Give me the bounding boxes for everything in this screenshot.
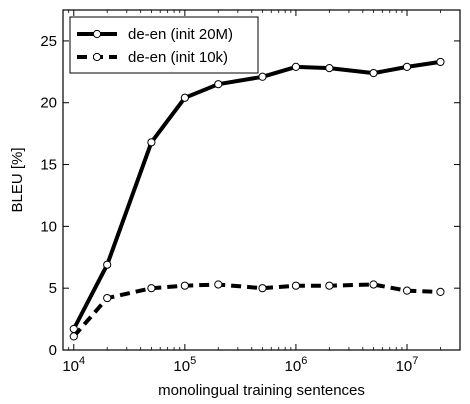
x-axis-title: monolingual training sentences xyxy=(158,382,365,399)
legend-box xyxy=(69,16,259,74)
y-axis-title: BLEU [%] xyxy=(9,147,26,212)
legend-label: de-en (init 10k) xyxy=(128,49,228,66)
data-point xyxy=(69,332,78,341)
data-point xyxy=(258,284,267,293)
data-point xyxy=(369,280,378,289)
data-point xyxy=(436,57,445,67)
y-tick-label: 5 xyxy=(49,280,57,297)
y-axis: 0 5 10 15 20 25 xyxy=(40,33,460,359)
x-tick-label: 105 xyxy=(173,355,196,375)
y-tick-label: 0 xyxy=(49,342,57,359)
x-axis: 104 105 106 107 xyxy=(62,10,461,375)
data-point xyxy=(325,64,334,73)
data-point xyxy=(147,138,156,147)
data-point xyxy=(325,281,334,290)
data-point xyxy=(291,62,301,71)
data-point xyxy=(402,62,412,71)
plot-layer xyxy=(69,57,445,341)
data-point xyxy=(147,284,156,293)
data-point xyxy=(402,286,412,295)
plot-frame xyxy=(62,9,461,351)
y-tick-label: 25 xyxy=(40,33,57,50)
data-point xyxy=(103,293,112,303)
y-tick-label: 20 xyxy=(40,95,57,112)
data-point xyxy=(291,281,301,290)
data-point xyxy=(214,280,223,289)
series-2 xyxy=(69,280,445,341)
data-point xyxy=(258,72,267,81)
data-point xyxy=(103,260,112,269)
data-point xyxy=(436,287,445,296)
data-point xyxy=(369,68,378,78)
y-tick-label: 10 xyxy=(40,218,57,235)
series-line xyxy=(72,282,441,338)
legend-marker xyxy=(92,29,102,39)
data-point xyxy=(180,281,189,290)
x-tick-label: 104 xyxy=(62,355,85,375)
series-line xyxy=(72,59,441,330)
data-point xyxy=(180,93,189,102)
legend: de-en (init 20M) de-en (init 10k) xyxy=(69,16,259,74)
series-1 xyxy=(69,57,445,334)
x-tick-label: 107 xyxy=(396,355,419,375)
legend-marker xyxy=(92,52,102,62)
x-tick-label: 106 xyxy=(285,355,308,375)
data-point xyxy=(214,80,223,89)
legend-label: de-en (init 20M) xyxy=(128,26,233,43)
y-tick-label: 15 xyxy=(40,157,57,174)
